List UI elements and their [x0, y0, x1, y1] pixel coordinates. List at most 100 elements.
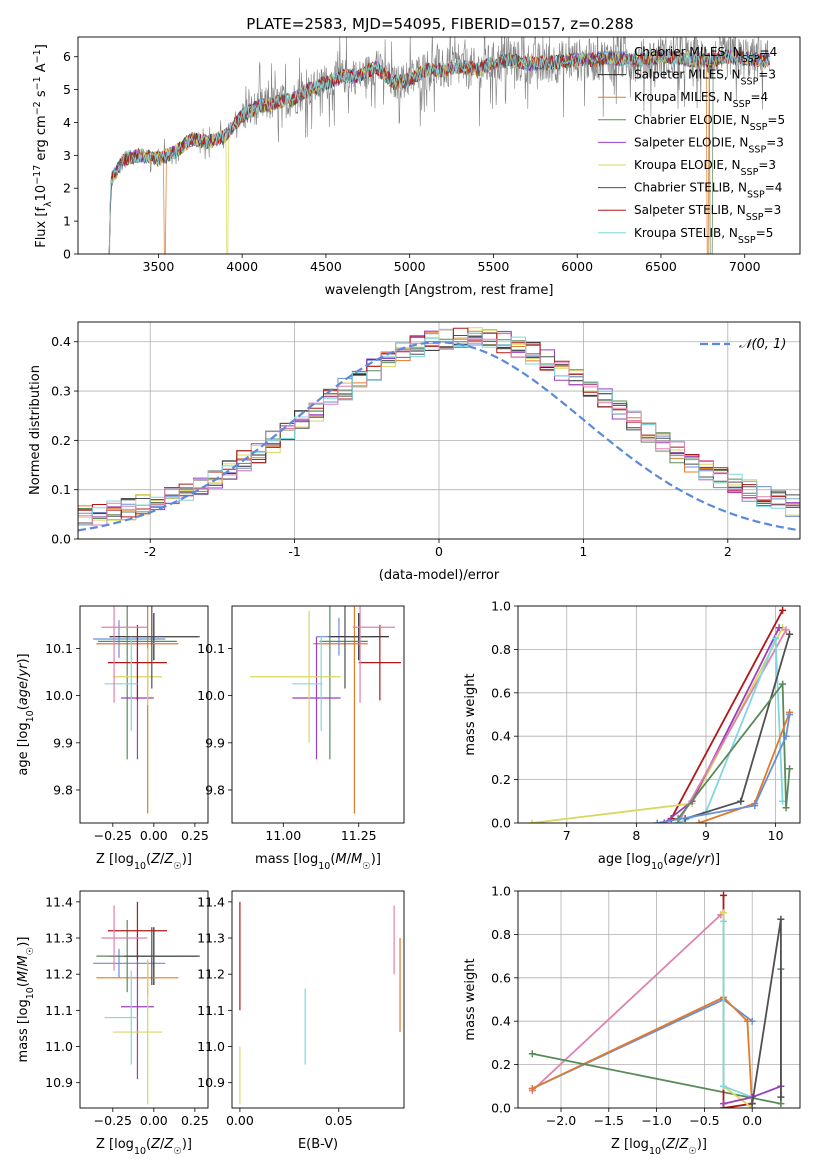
label-part: SSP: [748, 144, 766, 155]
label-part: Salpeter STELIB, N: [634, 203, 746, 217]
weight-marker: [720, 1082, 728, 1090]
weight-marker: [779, 606, 787, 614]
weight-marker: [777, 915, 785, 923]
label-part: −2: [32, 101, 43, 115]
weight-line-0: [531, 914, 722, 1092]
label-part: SSP: [733, 99, 751, 110]
weight-marker: [782, 804, 790, 812]
weight-marker: [786, 765, 794, 773]
legend-entry: Chabrier STELIB, NSSP=4: [634, 181, 782, 201]
x-axis-label: Z [log10(Z/Z☉)]: [96, 852, 192, 872]
weight-marker: [720, 1100, 728, 1108]
x-axis-label: (data-model)/error: [379, 568, 500, 583]
label-part: )]: [182, 852, 192, 867]
weight-marker: [777, 1093, 785, 1101]
model-spectrum-salpeter-stelib: [108, 49, 770, 254]
label-part: Z: [678, 1137, 689, 1152]
label-part: SSP: [750, 121, 768, 132]
y-tick-label: 4: [63, 115, 71, 130]
label-part: −1: [32, 49, 43, 63]
label-part: −17: [32, 165, 43, 185]
x-tick-label: 3500: [143, 259, 175, 274]
x-tick-label: 0.00: [140, 1113, 168, 1128]
x-tick-label: 0.25: [181, 828, 209, 843]
normal-curve: [78, 341, 800, 532]
y-tick-label: 11.4: [45, 894, 73, 909]
plot-area: [93, 606, 200, 814]
label-part: Z: [150, 1137, 161, 1152]
y-tick-label: 10.0: [45, 688, 73, 703]
y-axis-label: mass [log10(M/M☉)]: [16, 937, 36, 1063]
label-part: )]: [697, 1137, 707, 1152]
label-part: 10: [134, 861, 146, 872]
y-axis-label: mass weight: [463, 673, 478, 755]
weight-line-3: [677, 629, 787, 823]
y-tick-label: 0.6: [491, 970, 511, 985]
label-part: Chabrier STELIB, N: [634, 181, 747, 195]
label-part: 10: [25, 710, 36, 722]
label-part: 10: [134, 1146, 146, 1157]
x-tick-label: 1: [579, 544, 587, 559]
y-axis-label: Flux [fλ10−17 erg cm−2 s−1 A−1]: [32, 44, 54, 248]
label-part: =3: [764, 203, 782, 217]
x-tick-label: 11.25: [341, 828, 377, 843]
label-part: =5: [767, 113, 785, 127]
weight-marker: [777, 1100, 785, 1108]
x-tick-label: 5500: [478, 259, 510, 274]
weight-marker: [737, 797, 745, 805]
y-tick-label: 11.0: [45, 1039, 73, 1054]
label-part: yr: [696, 852, 712, 867]
y-axis-label: age [log10(age/yr)]: [16, 653, 36, 775]
legend-entry: Chabrier ELODIE, NSSP=5: [634, 113, 785, 133]
label-part: Kroupa MILES, N: [634, 90, 733, 104]
label-part: 10: [25, 987, 36, 999]
y-tick-label: 9.8: [205, 782, 225, 797]
weight-marker: [528, 819, 536, 823]
label-part: SSP: [738, 234, 756, 245]
label-part: 10: [651, 861, 663, 872]
x-tick-label: −2.0: [546, 1113, 576, 1128]
label-part: (: [330, 852, 335, 867]
y-tick-label: 11.0: [197, 1039, 225, 1054]
plot-area: [250, 606, 401, 814]
axes-frame: [79, 890, 209, 1109]
y-tick-label: 0.8: [491, 642, 511, 657]
label-part: SSP: [741, 167, 759, 178]
plot-area: [528, 891, 785, 1108]
label-part: age: [16, 681, 31, 705]
x-tick-label: 6000: [561, 259, 593, 274]
label-part: /: [16, 966, 31, 971]
weight-marker: [720, 909, 728, 917]
weight-vs-metallicity-panel: −2.0 −1.5 −1.0 −0.5 0.0 0.0 0.2 0.4 0.6 0.8 1.0 Z […: [463, 884, 801, 1157]
x-tick-label: −1.0: [641, 1113, 671, 1128]
weight-line-5: [684, 633, 791, 820]
label-part: Kroupa STELIB, N: [634, 226, 738, 240]
weight-line-6: [677, 681, 791, 820]
x-tick-label: -1: [288, 544, 300, 559]
y-tick-label: 0.8: [491, 927, 511, 942]
plot-area: [108, 37, 770, 254]
y-tick-label: 11.1: [197, 1003, 225, 1018]
y-tick-label: 11.3: [45, 931, 73, 946]
label-part: ☉: [25, 947, 36, 956]
y-tick-label: 5: [63, 82, 71, 97]
label-part: =3: [766, 135, 784, 149]
label-part: ☉: [173, 1146, 182, 1157]
label-part: Z: [150, 852, 161, 867]
label-part: =3: [758, 158, 776, 172]
y-tick-label: 10.1: [45, 641, 73, 656]
label-part: )]: [16, 653, 31, 663]
y-tick-label: 11.4: [197, 894, 225, 909]
y-tick-label: 0.0: [51, 532, 71, 547]
x-tick-label: 10: [768, 828, 784, 843]
y-tick-label: 11.2: [197, 967, 225, 982]
weight-marker: [720, 891, 728, 899]
label-part: (: [16, 705, 31, 710]
y-tick-label: 3: [63, 148, 71, 163]
y-tick-label: 0.4: [51, 334, 71, 349]
x-tick-label: 4000: [226, 259, 258, 274]
weight-marker: [660, 819, 668, 823]
y-axis-label: mass weight: [463, 958, 478, 1040]
y-tick-label: 11.3: [197, 931, 225, 946]
label-part: )]: [371, 852, 381, 867]
